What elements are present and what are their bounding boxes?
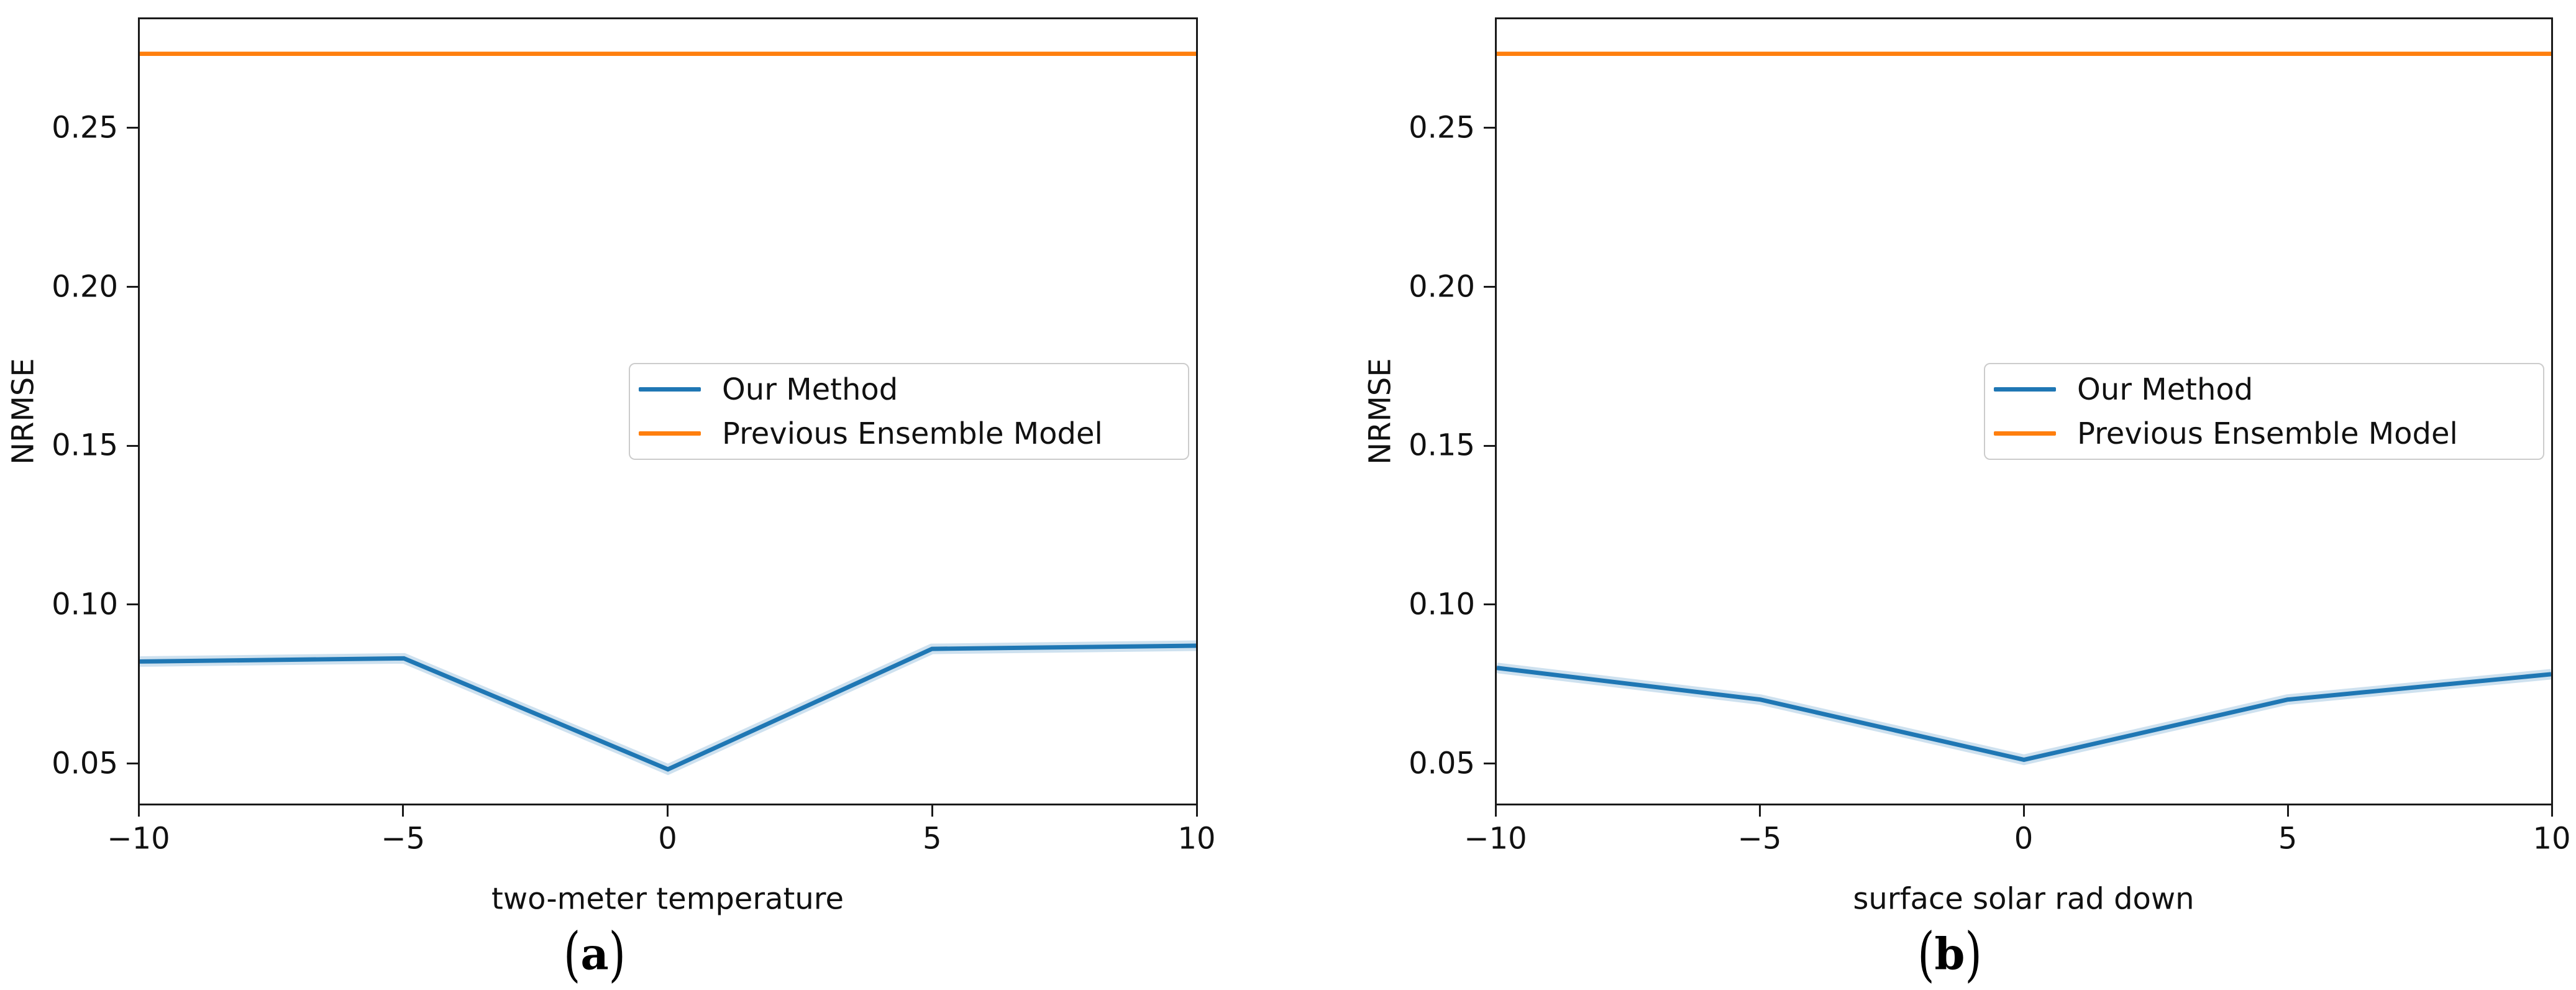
x-axis-label-a: two-meter temperature: [491, 881, 844, 917]
y-tick-mark: [126, 286, 138, 288]
x-tick-mark: [667, 805, 669, 817]
legend-label: Our Method: [722, 372, 898, 407]
x-tick-label: −10: [1464, 821, 1527, 856]
y-tick-mark: [1483, 286, 1495, 288]
legend-label: Previous Ensemble Model: [722, 416, 1103, 451]
x-tick-label: 5: [922, 821, 942, 856]
x-tick-mark: [2022, 805, 2025, 817]
plot-lines-a: [139, 51, 1196, 775]
y-tick-label: 0.05: [52, 745, 118, 781]
legend-line-sample: [1994, 431, 2056, 436]
y-tick-mark: [126, 444, 138, 447]
legend-line-sample: [1994, 387, 2056, 392]
line-halo-b: [1496, 662, 2551, 765]
y-tick-label: 0.25: [52, 110, 118, 145]
caption-letter: a: [580, 928, 609, 980]
y-tick-label: 0.10: [1409, 587, 1475, 622]
x-tick-label: 10: [2533, 821, 2571, 856]
y-tick-mark: [126, 603, 138, 606]
x-tick-mark: [1758, 805, 1761, 817]
caption-paren-open: (: [564, 920, 581, 989]
caption-b: (b): [1917, 920, 1982, 989]
legend-b: Our Method Previous Ensemble Model: [1984, 362, 2544, 460]
caption-paren-open: (: [1917, 920, 1935, 989]
x-tick-mark: [402, 805, 404, 817]
x-tick-mark: [2286, 805, 2289, 817]
y-tick-mark: [1483, 603, 1495, 606]
line-our-method-a: [139, 643, 1196, 772]
y-tick-label: 0.05: [1409, 745, 1475, 781]
caption-letter: b: [1934, 928, 1965, 980]
x-tick-label: 0: [658, 821, 677, 856]
x-tick-label: 5: [2278, 821, 2298, 856]
y-tick-label: 0.20: [1409, 268, 1475, 304]
line-our-method-b: [1496, 665, 2551, 762]
y-tick-label: 0.15: [52, 428, 118, 463]
x-tick-label: −5: [1737, 821, 1782, 856]
x-tick-label: 0: [2014, 821, 2034, 856]
y-axis-label-a: NRMSE: [6, 357, 41, 465]
y-tick-label: 0.25: [1409, 110, 1475, 145]
y-tick-mark: [1483, 444, 1495, 447]
x-tick-mark: [137, 805, 140, 817]
plot-lines-b: [1496, 51, 2551, 765]
y-tick-label: 0.20: [52, 268, 118, 304]
legend-line-sample: [639, 387, 701, 392]
y-tick-label: 0.15: [1409, 428, 1475, 463]
y-tick-mark: [1483, 127, 1495, 129]
legend-label: Our Method: [2077, 372, 2254, 407]
y-axis-label-b: NRMSE: [1363, 357, 1398, 465]
legend-line-sample: [639, 431, 701, 436]
x-tick-mark: [2551, 805, 2553, 817]
x-tick-label: −10: [107, 821, 170, 856]
legend-label: Previous Ensemble Model: [2077, 416, 2458, 451]
x-axis-label-b: surface solar rad down: [1853, 881, 2195, 917]
legend-a: Our Method Previous Ensemble Model: [629, 362, 1189, 460]
x-tick-mark: [1195, 805, 1198, 817]
x-tick-mark: [1494, 805, 1497, 817]
y-tick-mark: [126, 127, 138, 129]
line-halo-a: [139, 640, 1196, 775]
caption-paren-close: ): [1965, 920, 1982, 989]
x-tick-mark: [931, 805, 933, 817]
x-tick-label: 10: [1177, 821, 1216, 856]
y-tick-mark: [126, 763, 138, 765]
y-tick-label: 0.10: [52, 587, 118, 622]
caption-paren-close: ): [608, 920, 626, 989]
y-tick-mark: [1483, 763, 1495, 765]
x-tick-label: −5: [381, 821, 426, 856]
caption-a: (a): [564, 920, 626, 989]
